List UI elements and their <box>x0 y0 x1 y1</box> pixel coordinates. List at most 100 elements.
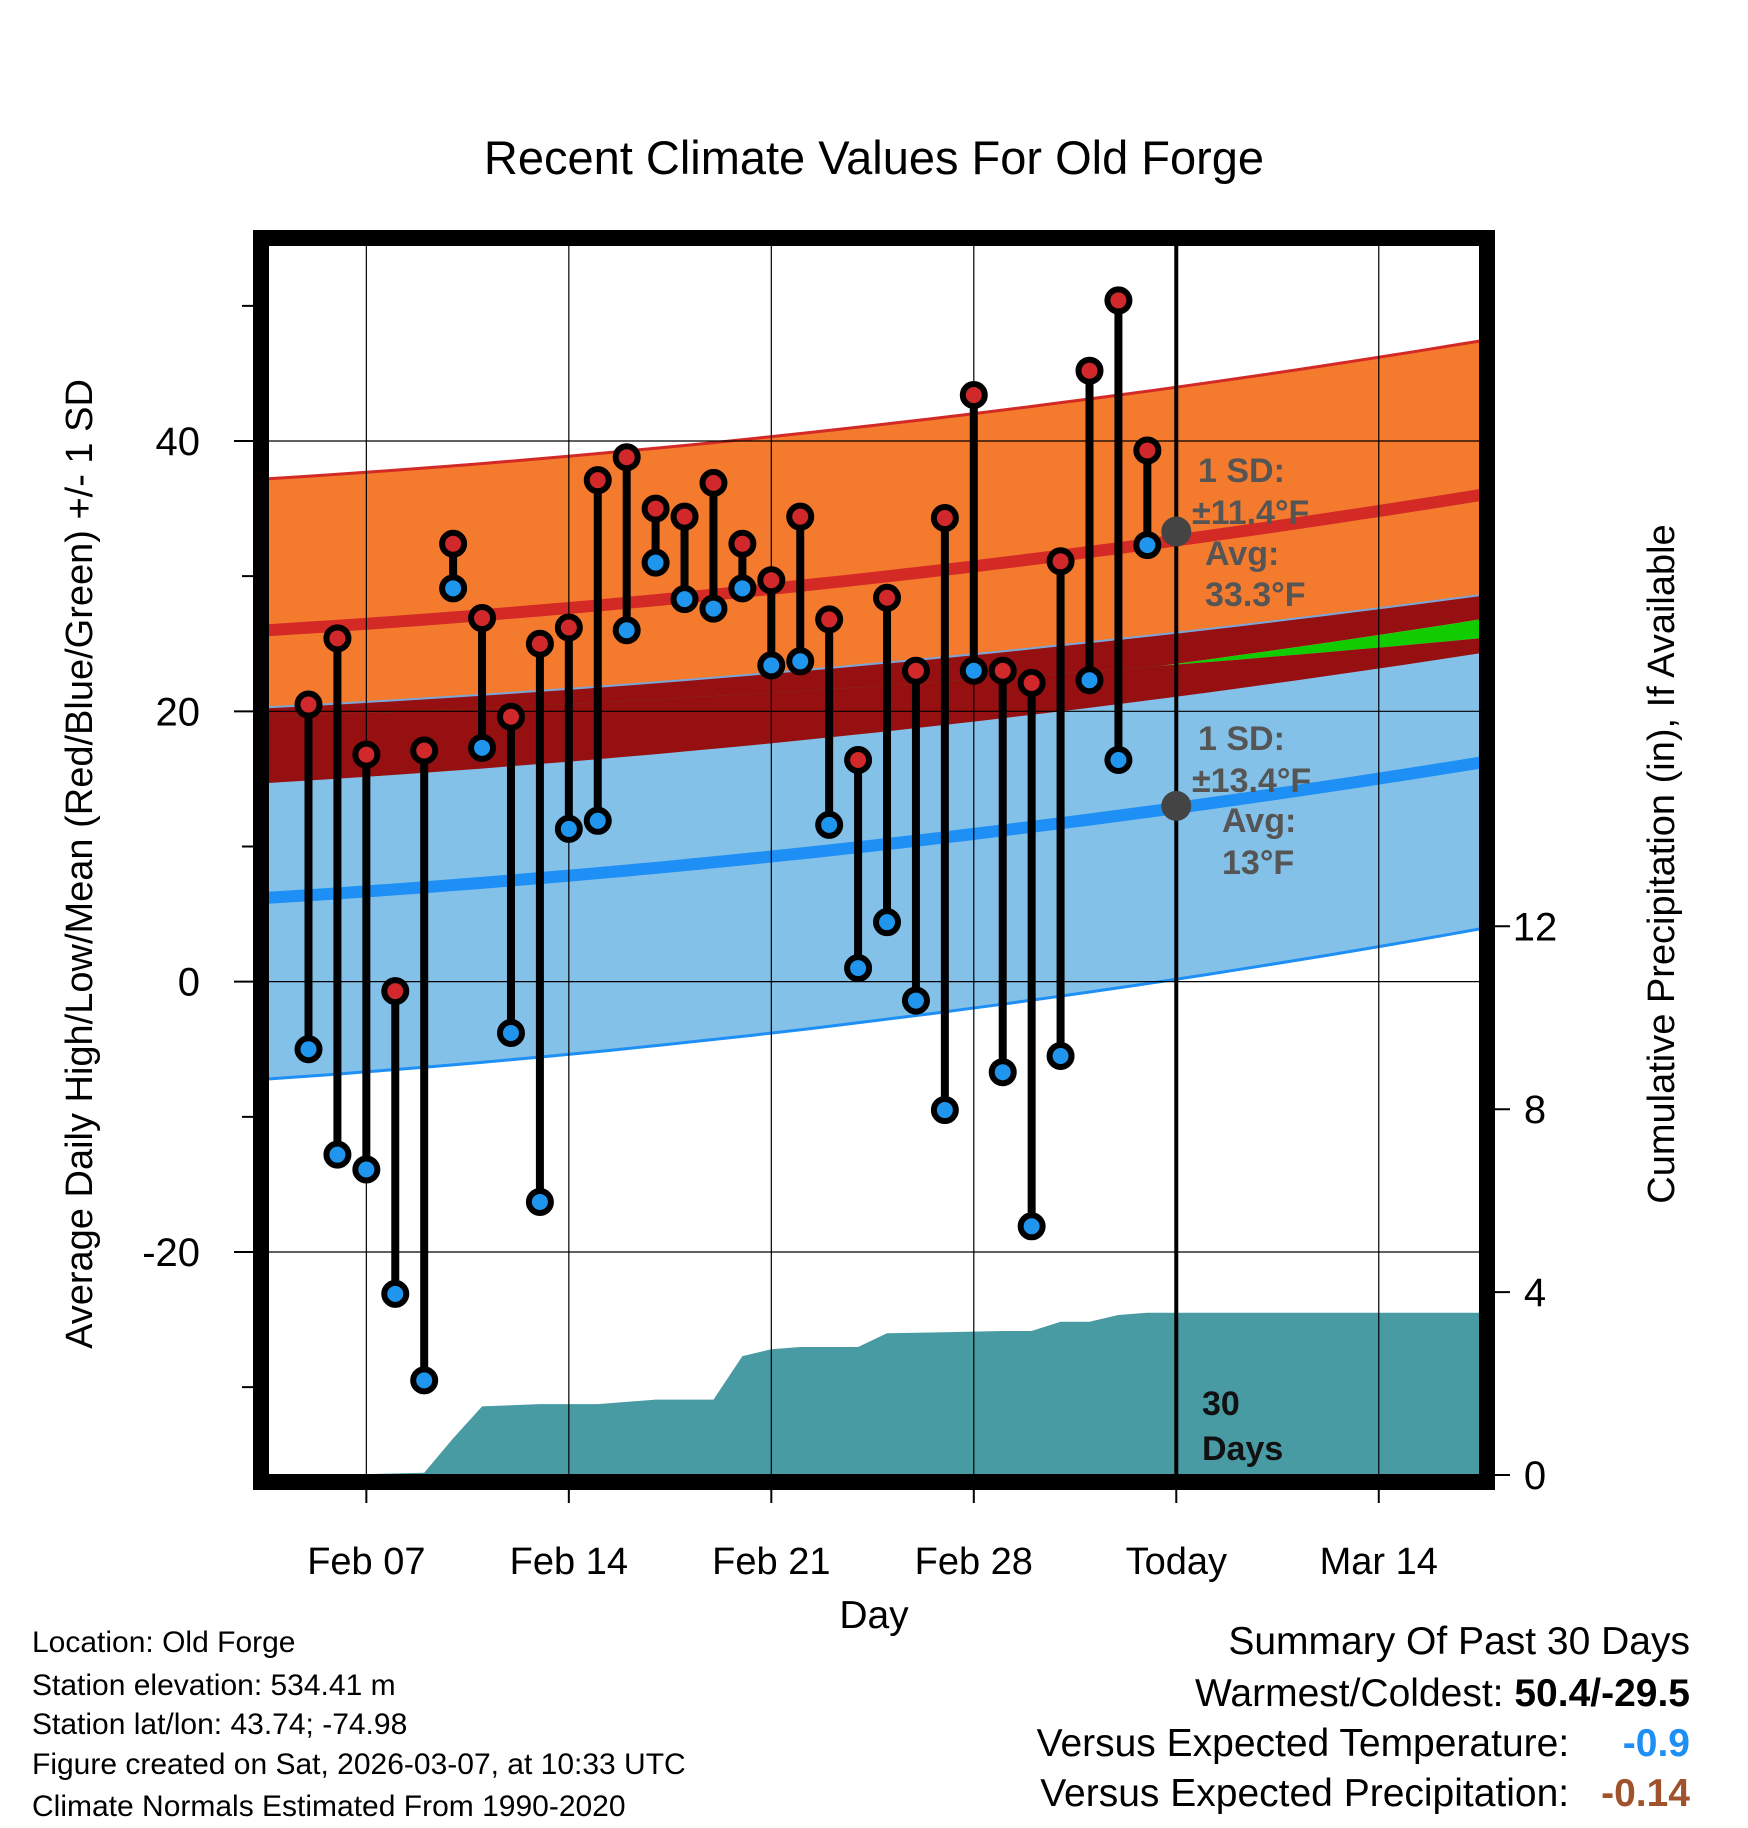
daily-high-low-series <box>294 286 1162 1395</box>
high-point <box>410 736 439 765</box>
high-point <box>468 604 497 633</box>
low-point <box>901 986 930 1015</box>
precipitation-area <box>268 1312 1480 1475</box>
x-tick-label: Feb 21 <box>712 1541 830 1583</box>
x-axis-label: Day <box>839 1594 909 1637</box>
high-point <box>583 466 612 495</box>
summary-precipitation: Versus Expected Precipitation: -0.14 <box>1040 1772 1690 1816</box>
y-tick-label: 0 <box>178 961 200 1005</box>
x-tick-label: Feb 28 <box>915 1541 1033 1583</box>
high-point <box>1104 286 1133 315</box>
y-tick-label: 20 <box>156 690 201 734</box>
summary-title: Summary Of Past 30 Days <box>1228 1620 1690 1663</box>
chart-title: Recent Climate Values For Old Forge <box>484 131 1264 184</box>
summary-warm-cold: Warmest/Coldest: 50.4/-29.5 <box>1195 1672 1690 1716</box>
high-point <box>352 740 381 769</box>
low-point <box>699 594 728 623</box>
high-point <box>786 502 815 531</box>
low-point <box>1075 666 1104 695</box>
location-text: Location: Old Forge <box>32 1626 296 1659</box>
normals-text: Climate Normals Estimated From 1990-2020 <box>32 1790 626 1823</box>
high-point <box>496 702 525 731</box>
low-point <box>410 1366 439 1395</box>
axes: Feb 07 Feb 14 Feb 21 Feb 28 Today Mar 14 -20 0 2… <box>142 304 1558 1583</box>
summary-temperature: Versus Expected Temperature: -0.9 <box>1037 1722 1690 1766</box>
low-point <box>352 1155 381 1184</box>
days-word-label: Days <box>1202 1430 1283 1468</box>
y2-axis-label: Cumulative Precipitation (in), If Availa… <box>1641 524 1683 1203</box>
low-point <box>873 908 902 937</box>
high-sd-label: 1 SD: <box>1198 452 1285 490</box>
low-point <box>786 647 815 676</box>
low-avg-dot <box>1161 790 1192 821</box>
low-point <box>323 1140 352 1169</box>
low-sd-label: 1 SD: <box>1198 720 1285 758</box>
low-point <box>1104 745 1133 774</box>
y-tick-label: -20 <box>142 1231 200 1275</box>
low-mean-line <box>267 756 1481 904</box>
low-point <box>1017 1212 1046 1241</box>
high-avg-dot <box>1161 516 1192 547</box>
high-avg-value: 33.3°F <box>1205 576 1306 614</box>
low-lower-edge <box>267 927 1481 1081</box>
low-point <box>757 651 786 680</box>
plot-frame <box>253 230 1495 1490</box>
high-point <box>728 529 757 558</box>
low-point <box>641 548 670 577</box>
low-point <box>815 810 844 839</box>
high-point <box>988 656 1017 685</box>
low-point <box>612 616 641 645</box>
low-point <box>496 1019 525 1048</box>
low-point <box>583 806 612 835</box>
high-point <box>930 504 959 533</box>
y-tick-label: 40 <box>156 420 201 464</box>
low-point <box>439 574 468 603</box>
y2-tick-label: 12 <box>1513 905 1558 949</box>
y-axis-label: Average Daily High/Low/Mean (Red/Blue/Gr… <box>59 379 101 1349</box>
high-point <box>323 624 352 653</box>
latlon-text: Station lat/lon: 43.74; -74.98 <box>32 1708 408 1741</box>
low-point <box>525 1187 554 1216</box>
high-point <box>1017 668 1046 697</box>
created-text: Figure created on Sat, 2026-03-07, at 10… <box>32 1748 686 1781</box>
high-point <box>699 468 728 497</box>
low-sd-value: ±13.4°F <box>1192 762 1311 800</box>
high-point <box>670 502 699 531</box>
mean-upper-edge <box>267 594 1481 709</box>
low-point <box>1046 1041 1075 1070</box>
low-point <box>670 585 699 614</box>
elevation-text: Station elevation: 534.41 m <box>32 1669 396 1702</box>
high-point <box>815 605 844 634</box>
low-point <box>930 1096 959 1125</box>
y2-tick-label: 8 <box>1524 1088 1546 1132</box>
high-point <box>641 494 670 523</box>
high-point <box>381 977 410 1006</box>
high-avg-label: Avg: <box>1205 535 1279 573</box>
high-point <box>612 443 641 472</box>
low-point <box>844 954 873 983</box>
x-tick-label: Feb 14 <box>510 1541 628 1583</box>
high-sd-value: ±11.4°F <box>1192 494 1309 532</box>
low-avg-label: Avg: <box>1222 802 1296 840</box>
warm-cold-label: Warmest/Coldest: <box>1195 1672 1504 1715</box>
x-tick-label: Today <box>1126 1541 1227 1583</box>
warm-cold-value: 50.4/-29.5 <box>1514 1672 1690 1715</box>
high-point <box>554 613 583 642</box>
precip-cumulative-area <box>268 1312 1480 1475</box>
y2-tick-label: 4 <box>1524 1271 1546 1315</box>
low-point <box>988 1058 1017 1087</box>
y2-tick-label: 0 <box>1524 1454 1546 1498</box>
high-point <box>1075 356 1104 385</box>
normal-bands <box>267 339 1481 1081</box>
days-count-label: 30 <box>1202 1385 1240 1423</box>
low-point <box>554 814 583 843</box>
low-point <box>381 1279 410 1308</box>
low-point <box>728 574 757 603</box>
precip-label: Versus Expected Precipitation: <box>1040 1772 1570 1815</box>
high-point <box>294 690 323 719</box>
precip-value: -0.14 <box>1601 1772 1690 1815</box>
high-point <box>525 629 554 658</box>
high-point <box>1046 547 1075 576</box>
